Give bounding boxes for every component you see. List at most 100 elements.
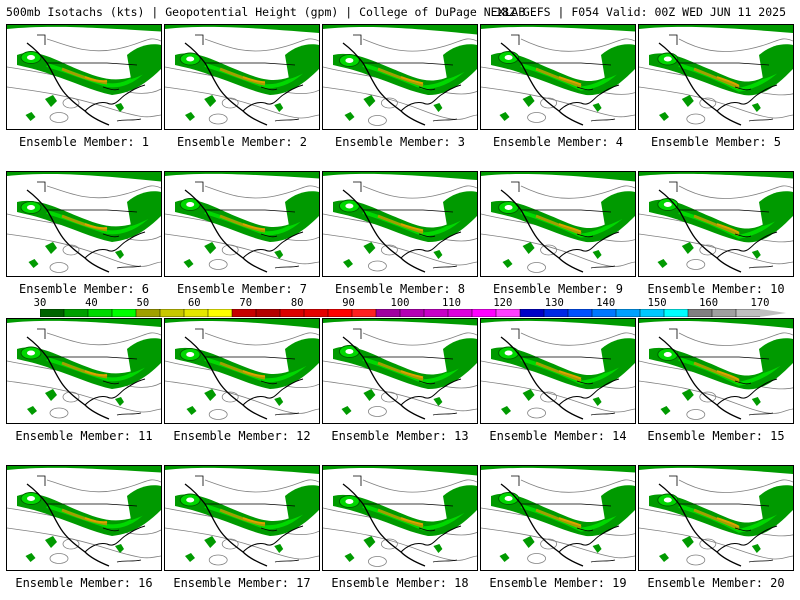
ensemble-map [481,25,635,126]
colorbar-tick-label: 110 [441,297,461,309]
ensemble-member-label: Ensemble Member: 14 [489,429,627,443]
colorbar-tick-label: 90 [342,297,355,309]
ensemble-map-panel [480,171,636,277]
colorbar-tick-label: 70 [239,297,253,309]
ensemble-map [323,466,477,567]
ensemble-member-label: Ensemble Member: 18 [331,576,469,590]
colorbar-swatch [183,309,209,317]
ensemble-member-label: Ensemble Member: 2 [176,135,308,149]
ensemble-member-label: Ensemble Member: 3 [334,135,466,149]
ensemble-map [165,25,319,126]
colorbar-tick-label: 120 [493,297,513,309]
colorbar-swatch [735,309,760,317]
colorbar-swatch [255,309,281,317]
ensemble-map [165,319,319,420]
colorbar-swatch [591,309,617,317]
ensemble-map [165,466,319,567]
ensemble-map-panel [638,318,794,424]
ensemble-map-panel [164,318,320,424]
ensemble-map-panel [480,24,636,130]
ensemble-member-label: Ensemble Member: 15 [647,429,785,443]
ensemble-map [481,172,635,273]
colorbar-swatch [231,309,257,317]
colorbar-swatch [351,309,377,317]
ensemble-map-panel [638,171,794,277]
ensemble-member-label: Ensemble Member: 10 [647,282,785,296]
ensemble-member-label: Ensemble Member: 12 [173,429,311,443]
ensemble-map-panel [164,24,320,130]
ensemble-map [323,172,477,273]
colorbar-swatch [687,309,713,317]
ensemble-map-panel [480,465,636,571]
colorbar-left-arrow [14,309,40,317]
header-title: 500mb Isotachs (kts) | Geopotential Heig… [6,5,526,19]
colorbar-swatch [303,309,329,317]
ensemble-map-panel [164,465,320,571]
ensemble-map-panel [322,318,478,424]
colorbar-tick-label: 130 [544,297,564,309]
ensemble-member-label: Ensemble Member: 16 [15,576,153,590]
ensemble-map-panel [6,465,162,571]
colorbar-swatch [639,309,665,317]
colorbar-tick-label: 60 [187,297,201,309]
ensemble-map-panel [6,171,162,277]
ensemble-member-label: Ensemble Member: 19 [489,576,627,590]
ensemble-member-label: Ensemble Member: 6 [18,282,150,296]
colorbar-swatch [423,309,449,317]
colorbar-swatch [40,309,65,317]
colorbar-tick-label: 160 [699,297,719,309]
ensemble-map [7,466,161,567]
ensemble-map-panel [164,171,320,277]
header-valid-time: 18Z GEFS | F054 Valid: 00Z WED JUN 11 20… [495,5,786,19]
ensemble-map-panel [480,318,636,424]
ensemble-map [323,25,477,126]
ensemble-map-panel [638,465,794,571]
colorbar-tick-label: 170 [750,297,770,309]
ensemble-member-label: Ensemble Member: 7 [176,282,308,296]
ensemble-map [639,319,793,420]
ensemble-map [165,172,319,273]
ensemble-map [639,25,793,126]
colorbar-tick-label: 140 [596,297,616,309]
colorbar-swatch [663,309,689,317]
colorbar-swatch [615,309,641,317]
ensemble-map [323,319,477,420]
colorbar-swatch [279,309,305,317]
colorbar-swatch [471,309,497,317]
colorbar-swatch [135,309,161,317]
colorbar-swatch [399,309,425,317]
colorbar-tick-label: 50 [136,297,150,309]
ensemble-member-label: Ensemble Member: 11 [15,429,153,443]
ensemble-map-panel [6,318,162,424]
colorbar-swatch [63,309,89,317]
ensemble-map [481,319,635,420]
ensemble-map-panel [322,171,478,277]
ensemble-map [7,319,161,420]
colorbar-swatch [543,309,569,317]
ensemble-map [7,172,161,273]
colorbar-right-arrow [760,309,786,317]
ensemble-member-label: Ensemble Member: 5 [650,135,782,149]
ensemble-map-panel [322,24,478,130]
ensemble-member-label: Ensemble Member: 20 [647,576,785,590]
colorbar-strip [40,309,760,317]
colorbar-tick-label: 100 [390,297,410,309]
ensemble-map-panel [322,465,478,571]
ensemble-map [481,466,635,567]
ensemble-map [639,172,793,273]
ensemble-map-panel [638,24,794,130]
ensemble-member-label: Ensemble Member: 17 [173,576,311,590]
colorbar-swatch [87,309,113,317]
colorbar-swatch [375,309,401,317]
ensemble-map [7,25,161,126]
ensemble-map [639,466,793,567]
ensemble-member-label: Ensemble Member: 13 [331,429,469,443]
colorbar-tick-label: 150 [647,297,667,309]
ensemble-member-label: Ensemble Member: 1 [18,135,150,149]
ensemble-member-label: Ensemble Member: 4 [492,135,624,149]
colorbar-swatch [567,309,593,317]
colorbar-swatch [111,309,137,317]
colorbar-swatch [519,309,545,317]
colorbar-tick-label: 80 [290,297,304,309]
colorbar-swatch [159,309,185,317]
